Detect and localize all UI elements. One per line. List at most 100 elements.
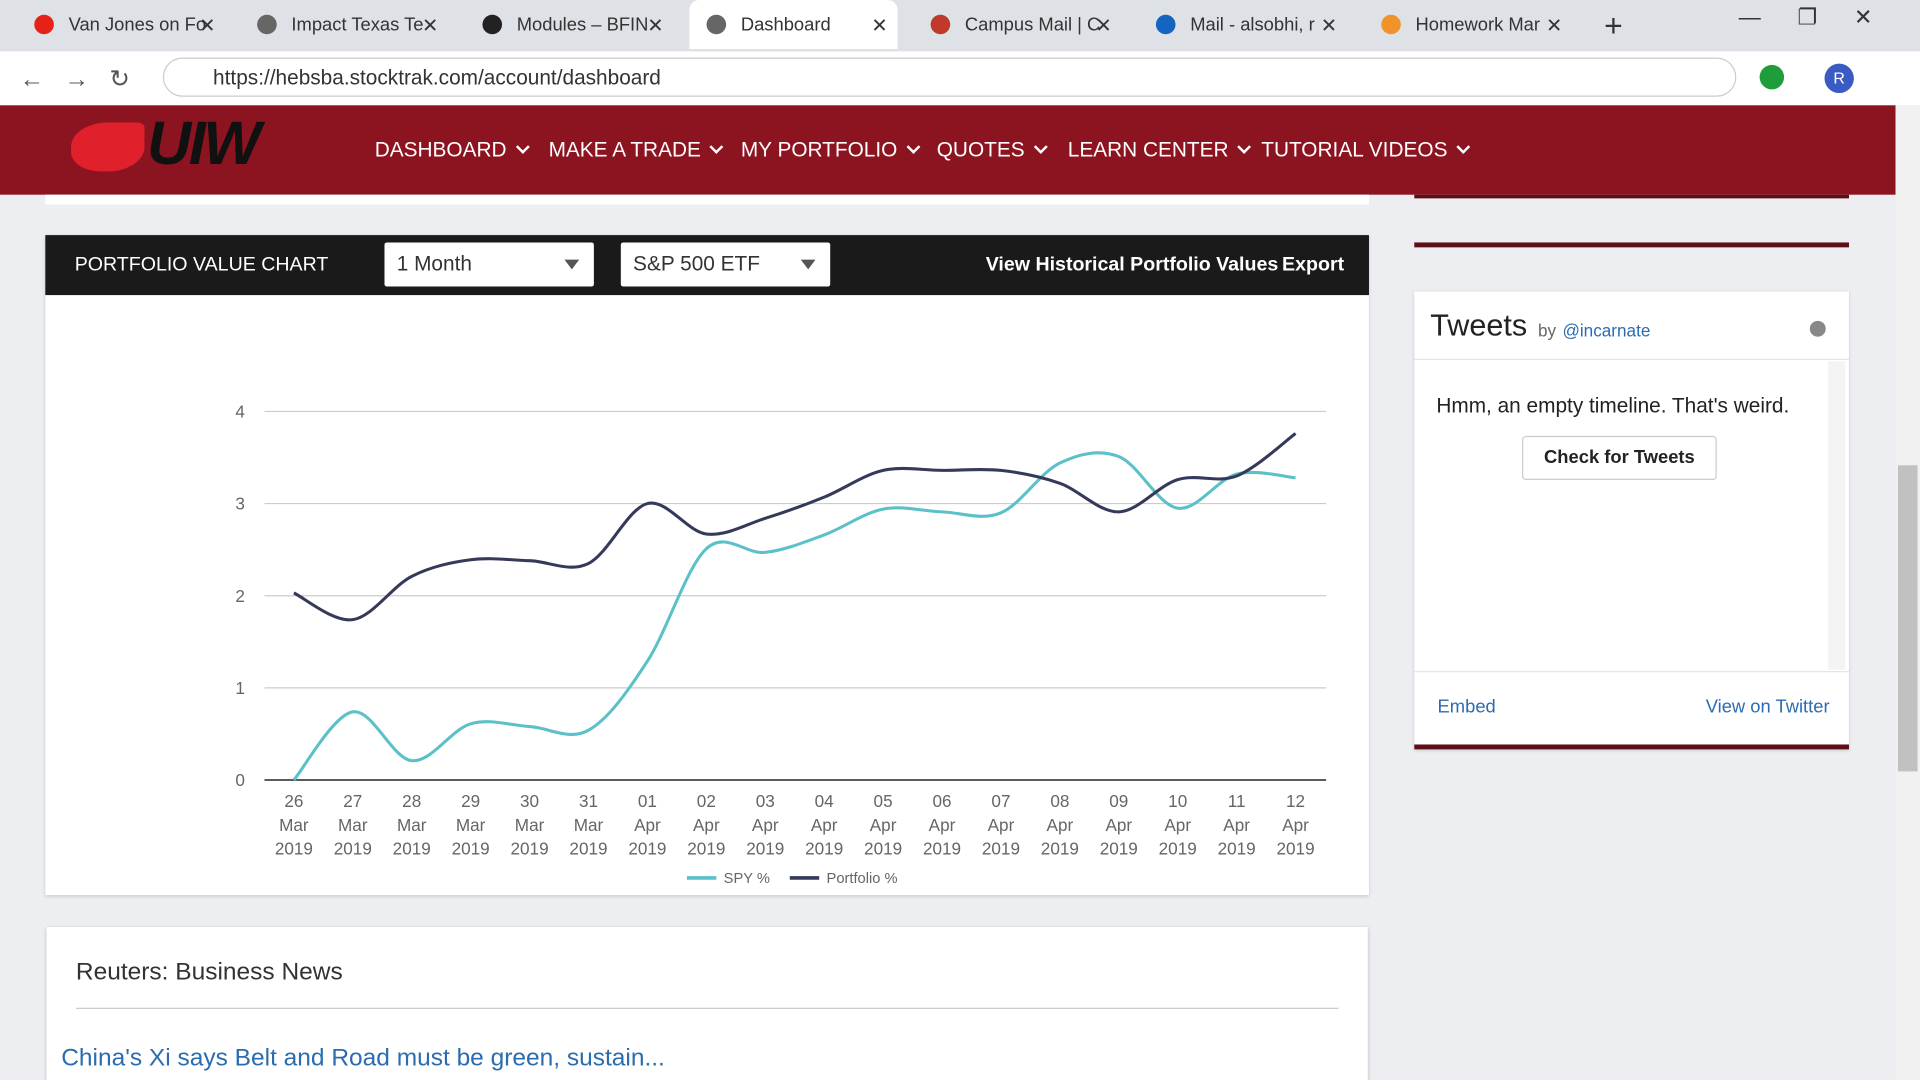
x-tick-label: 06 Apr 2019 [923,791,961,859]
tab[interactable]: Homework Mar ✕ [1364,0,1572,49]
tab-bar [0,0,1920,52]
view-link[interactable]: View on Twitter [1705,696,1830,718]
history-link[interactable]: View Historical Portfolio Values [985,254,1279,276]
nav-item[interactable]: QUOTES [937,138,1046,162]
new-tab[interactable]: + [1604,7,1623,45]
x-tick-label: 11 Apr 2019 [1218,791,1256,859]
address-bar[interactable]: https://hebsba.stocktrak.com/account/das… [162,57,1737,97]
tab-close[interactable]: ✕ [647,15,664,37]
benchmark-select[interactable]: S&P 500 ETF [620,242,831,287]
news-panel [46,926,1368,1080]
x-tick-label: 29 Mar 2019 [452,791,490,859]
tab[interactable]: Modules – BFIN ✕ [465,0,673,49]
widget-scrollbar [1828,361,1846,670]
tab-close[interactable]: ✕ [1095,15,1112,37]
tweets-handle[interactable]: @incarnate [1562,320,1651,341]
y-tick-label: 3 [235,494,245,514]
tab-close[interactable]: ✕ [421,15,439,37]
x-tick-label: 02 Apr 2019 [687,791,725,859]
news-headline[interactable]: China's Xi says Belt and Road must be gr… [61,1044,665,1072]
y-tick-label: 0 [235,770,245,790]
tab-icon [1155,14,1176,35]
x-tick-label: 09 Apr 2019 [1100,791,1138,859]
window-controls[interactable]: — ❐ ✕ [1738,4,1873,30]
tab-icon [257,14,277,35]
tab[interactable]: Van Jones on Fo ✕ [17,0,225,49]
divider [75,1007,1339,1009]
tab-close[interactable]: ✕ [1546,15,1563,37]
series-line [293,432,1297,622]
series-line [292,451,1296,781]
page-scrollbar[interactable] [1895,105,1920,1080]
export-link[interactable]: Export [1282,254,1345,276]
tab-icon [482,14,503,35]
divider [1414,358,1849,360]
divider [1414,671,1849,673]
tab-title: Van Jones on Fo [68,14,207,35]
tab[interactable]: Campus Mail | C ✕ [913,0,1121,49]
nav-item[interactable]: MAKE A TRADE [549,138,722,162]
y-tick-label: 2 [235,586,245,606]
tab-title: Homework Mar [1415,14,1541,35]
x-tick-label: 08 Apr 2019 [1041,791,1079,859]
y-tick-label: 1 [235,678,245,698]
panel-edge [45,194,1369,205]
x-tick-label: 01 Apr 2019 [628,791,666,859]
nav-item[interactable]: MY PORTFOLIO [741,138,918,162]
extension-icon[interactable] [1759,64,1785,90]
tab-icon [1381,14,1401,35]
nav-buttons[interactable]: ← → ↻ [19,66,130,94]
tab-title: Modules – BFIN [516,14,649,35]
tweets-message: Hmm, an empty timeline. That's weird. [1436,394,1790,418]
x-tick-label: 31 Mar 2019 [569,791,607,859]
x-tick-label: 30 Mar 2019 [511,791,549,859]
x-tick-label: 12 Apr 2019 [1277,791,1315,859]
x-tick-label: 03 Apr 2019 [746,791,784,859]
nav-item[interactable]: DASHBOARD [375,138,528,162]
tweets-widget [1414,291,1849,750]
tab-title: Campus Mail | C [964,14,1101,35]
panel-title: PORTFOLIO VALUE CHART [74,254,329,276]
tab-title: Dashboard [740,14,831,35]
tab-icon [930,14,951,35]
x-tick-label: 26 Mar 2019 [275,791,313,859]
scroll-thumb[interactable] [1897,465,1918,772]
profile[interactable]: R [1824,63,1854,94]
tab-icon [706,14,727,35]
x-tick-label: 05 Apr 2019 [864,791,902,859]
tweets-title: Tweets [1430,308,1528,343]
tab[interactable]: Impact Texas Te ✕ [240,0,448,49]
tab[interactable]: Mail - alsobhi, r ✕ [1139,0,1347,49]
tab-title: Mail - alsobhi, r [1190,14,1315,35]
tab-icon [34,14,54,35]
logo-bird [71,122,145,172]
y-tick-label: 4 [235,402,245,422]
tab[interactable]: Dashboard ✕ [689,0,898,49]
x-tick-label: 28 Mar 2019 [393,791,431,859]
tab-close[interactable]: ✕ [871,15,888,37]
nav-item[interactable]: TUTORIAL VIDEOS [1261,138,1468,162]
info-icon[interactable] [1809,320,1826,337]
panel-edge [1414,194,1849,199]
panel-edge [1414,242,1849,248]
tab-title: Impact Texas Te [291,14,424,35]
legend-label: SPY % [724,871,770,887]
chart: 0 1 2 3 4 26 Mar 2019 27 Mar 2019 28 Mar 2019 29 Mar 201… [235,402,1327,887]
check-button[interactable]: Check for Tweets [1522,435,1717,480]
period-select[interactable]: 1 Month [384,242,594,287]
url: https://hebsba.stocktrak.com/account/das… [213,66,661,90]
x-tick-label: 27 Mar 2019 [334,791,372,859]
tab-close[interactable]: ✕ [1320,15,1338,37]
logo[interactable]: UIW [146,108,261,178]
legend-label: Portfolio % [827,871,898,887]
news-title: Reuters: Business News [75,958,343,986]
x-tick-label: 10 Apr 2019 [1159,791,1197,859]
x-tick-label: 04 Apr 2019 [805,791,843,859]
tweets-by: by [1537,320,1557,341]
nav-item[interactable]: LEARN CENTER [1068,138,1250,162]
embed-link[interactable]: Embed [1437,696,1496,718]
tab-close[interactable]: ✕ [199,15,216,37]
chart-panel [45,235,1369,896]
